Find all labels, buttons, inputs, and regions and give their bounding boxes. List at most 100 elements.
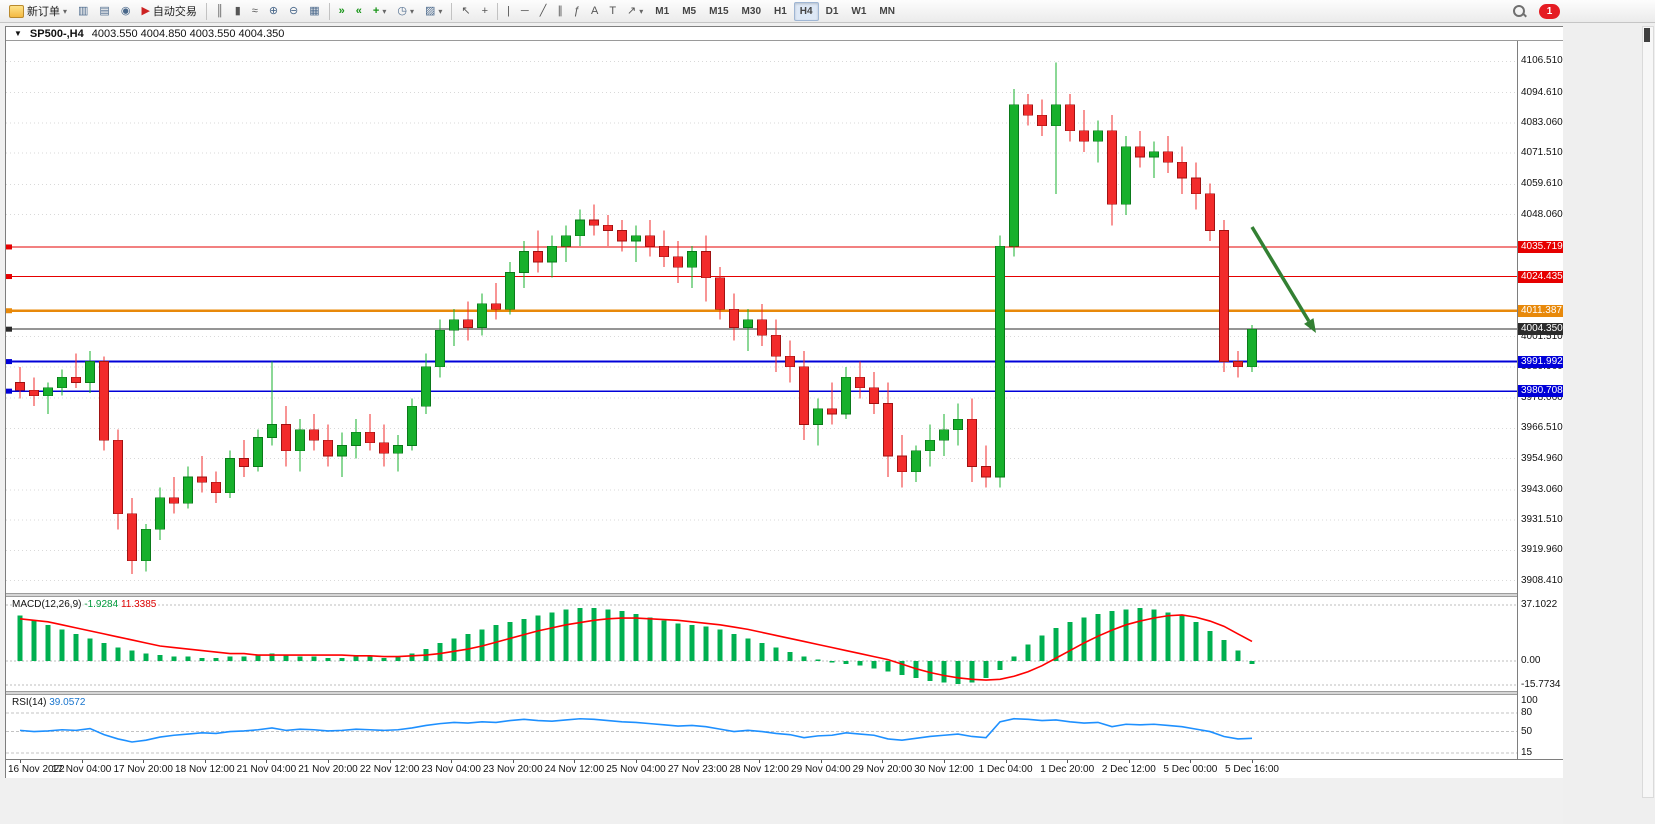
axis-tick-label: 3966.510 [1521,422,1563,434]
panel-resize-handle[interactable] [6,691,1563,695]
rsi-value: 39.0572 [49,697,86,708]
one-click-trading-toggle-icon[interactable]: ▼ [14,29,22,38]
charts-icon: ▥ [78,4,89,17]
rsi-panel[interactable] [6,695,1517,759]
price-badge: 4011.387 [1518,304,1563,317]
price-badge: 4035.719 [1518,240,1563,253]
label-tool-button[interactable]: T [604,2,621,21]
cursor-button[interactable]: ↖ [456,2,475,21]
panel-resize-handle[interactable] [6,593,1563,597]
candlestick-chart[interactable] [6,41,1517,593]
fibonacci-button[interactable]: ƒ [569,2,585,21]
new-order-icon [9,4,24,18]
axis-tick-label: 3908.410 [1521,574,1563,586]
search-button[interactable] [1508,2,1530,21]
rsi-chart[interactable] [6,695,1517,759]
time-label: 1 Dec 20:00 [1040,764,1095,775]
axis-tick-label: 3978.060 [1521,392,1563,404]
axis-tick-label: 0.00 [1521,655,1541,667]
charts-profile-button[interactable]: ▥ [73,2,93,21]
community-icon: ◉ [120,4,131,17]
vertical-line-button[interactable]: | [502,2,515,21]
periods-button[interactable]: ◷ ▾ [392,2,419,21]
axis-tick-label: 4071.510 [1521,147,1563,159]
channel-icon: ∥ [557,4,563,17]
tile-windows-button[interactable]: ▦ [304,2,324,21]
auto-trading-button[interactable]: ▶ 自动交易 [136,2,201,21]
macd-chart[interactable] [6,597,1517,691]
toolbar-separator [328,2,330,20]
time-axis[interactable]: 16 Nov 2022 17 Nov 04:00 17 Nov 20:00 18 No… [6,759,1563,778]
trendline-button[interactable]: ╱ [535,2,552,21]
axis-tick-label: 80 [1521,707,1533,719]
axis-tick-label: 50 [1521,725,1533,737]
axis-tick-label: 4094.610 [1521,86,1563,98]
time-tick [882,760,884,763]
time-label: 25 Nov 04:00 [606,764,666,775]
timeframe-m15-button[interactable]: M15 [703,2,734,21]
templates-button[interactable]: ▨ ▾ [420,2,447,21]
time-tick [1128,760,1130,763]
time-tick [143,760,145,763]
timeframe-m1-button[interactable]: M1 [649,2,675,21]
axis-tick-label: 3931.510 [1521,514,1563,526]
crosshair-button[interactable]: + [477,2,493,21]
vertical-line-icon: | [507,4,510,17]
notification-badge[interactable]: 1 [1539,3,1560,19]
shapes-button[interactable]: ↗ ▾ [622,2,648,21]
line-chart-button[interactable]: ≈ [247,2,263,21]
timeframe-m5-button[interactable]: M5 [676,2,702,21]
time-tick [636,760,637,763]
timeframe-m30-button[interactable]: M30 [736,2,767,21]
timeframe-mn-button[interactable]: MN [873,2,901,21]
time-tick [389,760,391,763]
new-order-button[interactable]: 新订单 ▾ [4,2,72,21]
axis-tick-label: 4048.060 [1521,208,1563,220]
vertical-scrollbar[interactable] [1642,26,1654,798]
timeframe-h4-button[interactable]: H4 [793,1,819,21]
axis-tick-label: 37.1022 [1521,599,1558,610]
shift-chart-button[interactable]: » [334,2,350,21]
indicators-button[interactable]: + ▾ [368,2,391,21]
time-tick [1005,760,1007,763]
price-chart-area[interactable] [6,41,1517,593]
auto-trading-icon: ▶ [141,4,150,17]
timeframe-h1-button[interactable]: H1 [768,2,793,21]
annotation-arrow [1250,226,1316,333]
candlestick-button[interactable]: ▮ [230,2,246,21]
time-label: 27 Nov 23:00 [667,764,728,775]
channel-button[interactable]: ∥ [552,2,568,21]
community-button[interactable]: ◉ [116,2,136,21]
rsi-name: RSI(14) [12,697,47,708]
scrollbar-thumb[interactable] [1644,28,1650,42]
time-tick [1252,760,1253,763]
macd-main-value: -1.9284 [84,599,119,610]
timeframe-d1-button[interactable]: D1 [820,2,845,21]
horizontal-line-button[interactable]: ─ [516,2,534,21]
horizontal-line-icon: ─ [520,4,529,17]
text-tool-icon: A [590,4,599,17]
profile-button[interactable]: ▤ [94,2,114,21]
shapes-icon: ↗ [627,4,637,17]
auto-trading-label: 自动交易 [152,6,197,18]
chart-window: ▼ SP500-,H4 4003.550 4004.850 4003.550 4… [5,26,1564,778]
rsi-label: RSI(14) 39.0572 [12,697,86,708]
label-tool-icon: T [609,4,617,17]
zoom-in-button[interactable]: ⊕ [264,2,283,21]
macd-panel[interactable] [6,597,1517,691]
auto-scroll-button[interactable]: « [351,2,367,21]
tile-windows-icon: ▦ [309,4,320,17]
time-label: 24 Nov 12:00 [544,764,605,775]
time-tick [759,760,761,763]
price-badge: 3980.708 [1518,385,1563,398]
bar-chart-button[interactable]: ║ [211,2,229,21]
toolbar-separator [497,2,499,20]
price-axis[interactable]: 4106.510 4094.610 4083.060 4071.510 4059.610… [1517,41,1563,759]
macd-signal-value: 11.3385 [120,599,157,610]
time-tick [820,760,822,763]
text-tool-button[interactable]: A [586,2,603,21]
axis-tick-label: 3954.960 [1521,452,1563,464]
zoom-out-button[interactable]: ⊖ [284,2,303,21]
timeframe-w1-button[interactable]: W1 [845,2,872,21]
bar-chart-icon: ║ [215,4,224,17]
